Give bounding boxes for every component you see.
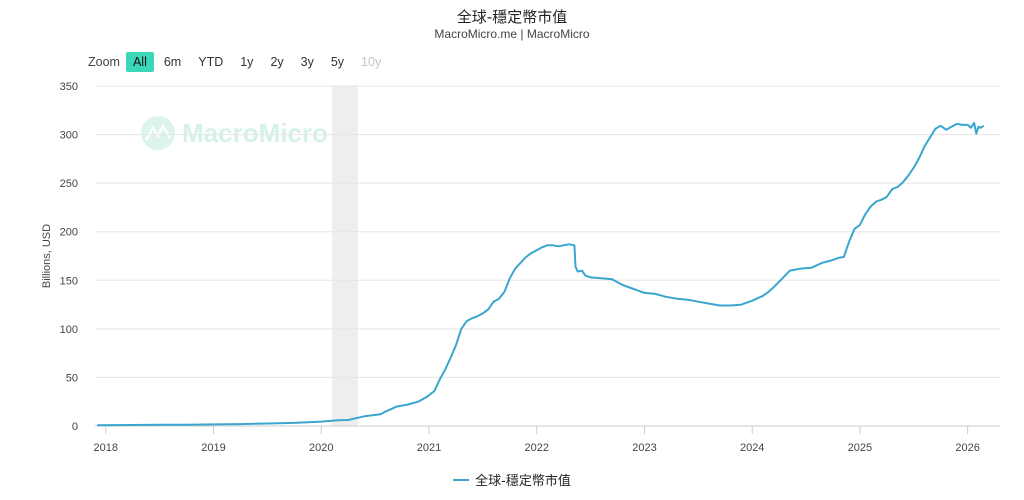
zoom-label: Zoom bbox=[88, 55, 120, 69]
recession-band bbox=[332, 86, 358, 426]
x-tick-label: 2019 bbox=[201, 442, 225, 454]
legend-line-swatch bbox=[453, 478, 470, 481]
y-tick-label: 300 bbox=[60, 130, 78, 142]
x-tick-label: 2023 bbox=[632, 442, 656, 454]
watermark: MacroMicro bbox=[141, 116, 328, 150]
watermark-logo-icon bbox=[141, 116, 175, 150]
y-tick-label: 100 bbox=[60, 324, 78, 336]
x-tick-label: 2022 bbox=[524, 442, 548, 454]
series-line-0 bbox=[97, 121, 985, 427]
zoom-button-ytd[interactable]: YTD bbox=[198, 55, 224, 69]
x-tick-label: 2021 bbox=[417, 442, 441, 454]
y-tick-label: 50 bbox=[66, 372, 78, 384]
zoom-button-10y[interactable]: 10y bbox=[361, 55, 382, 69]
watermark-logo-mark bbox=[144, 123, 172, 141]
y-tick-label: 0 bbox=[72, 421, 78, 433]
chart-title: 全球-穩定幣市值 bbox=[456, 8, 568, 26]
legend-item-label[interactable]: 全球-穩定幣市值 bbox=[475, 474, 571, 489]
y-tick-label: 250 bbox=[60, 178, 78, 190]
zoom-button-1y[interactable]: 1y bbox=[240, 55, 254, 69]
y-tick-label: 200 bbox=[60, 227, 78, 239]
legend[interactable]: 全球-穩定幣市值 bbox=[0, 470, 1024, 489]
y-tick-label: 350 bbox=[60, 81, 78, 93]
zoom-button-2y[interactable]: 2y bbox=[270, 55, 284, 69]
zoom-button-5y[interactable]: 5y bbox=[330, 55, 345, 69]
y-tick-label: 150 bbox=[60, 275, 78, 287]
zoom-button-3y[interactable]: 3y bbox=[300, 55, 314, 69]
y-axis-label: Billions, USD bbox=[41, 224, 53, 288]
x-tick-label: 2020 bbox=[309, 442, 333, 454]
zoom-button-6m[interactable]: 6m bbox=[163, 55, 182, 69]
chart-subtitle: MacroMicro.me | MacroMicro bbox=[434, 27, 590, 41]
zoom-button-all[interactable]: All bbox=[125, 52, 154, 72]
x-tick-label: 2026 bbox=[955, 442, 979, 454]
x-tick-label: 2025 bbox=[848, 442, 872, 454]
x-tick-label: 2024 bbox=[740, 442, 764, 454]
watermark-text: MacroMicro bbox=[182, 118, 328, 148]
zoom-controls: Zoom All 6m YTD 1y 2y 3y 5y 10y bbox=[88, 52, 391, 72]
x-tick-label: 2018 bbox=[94, 442, 118, 454]
